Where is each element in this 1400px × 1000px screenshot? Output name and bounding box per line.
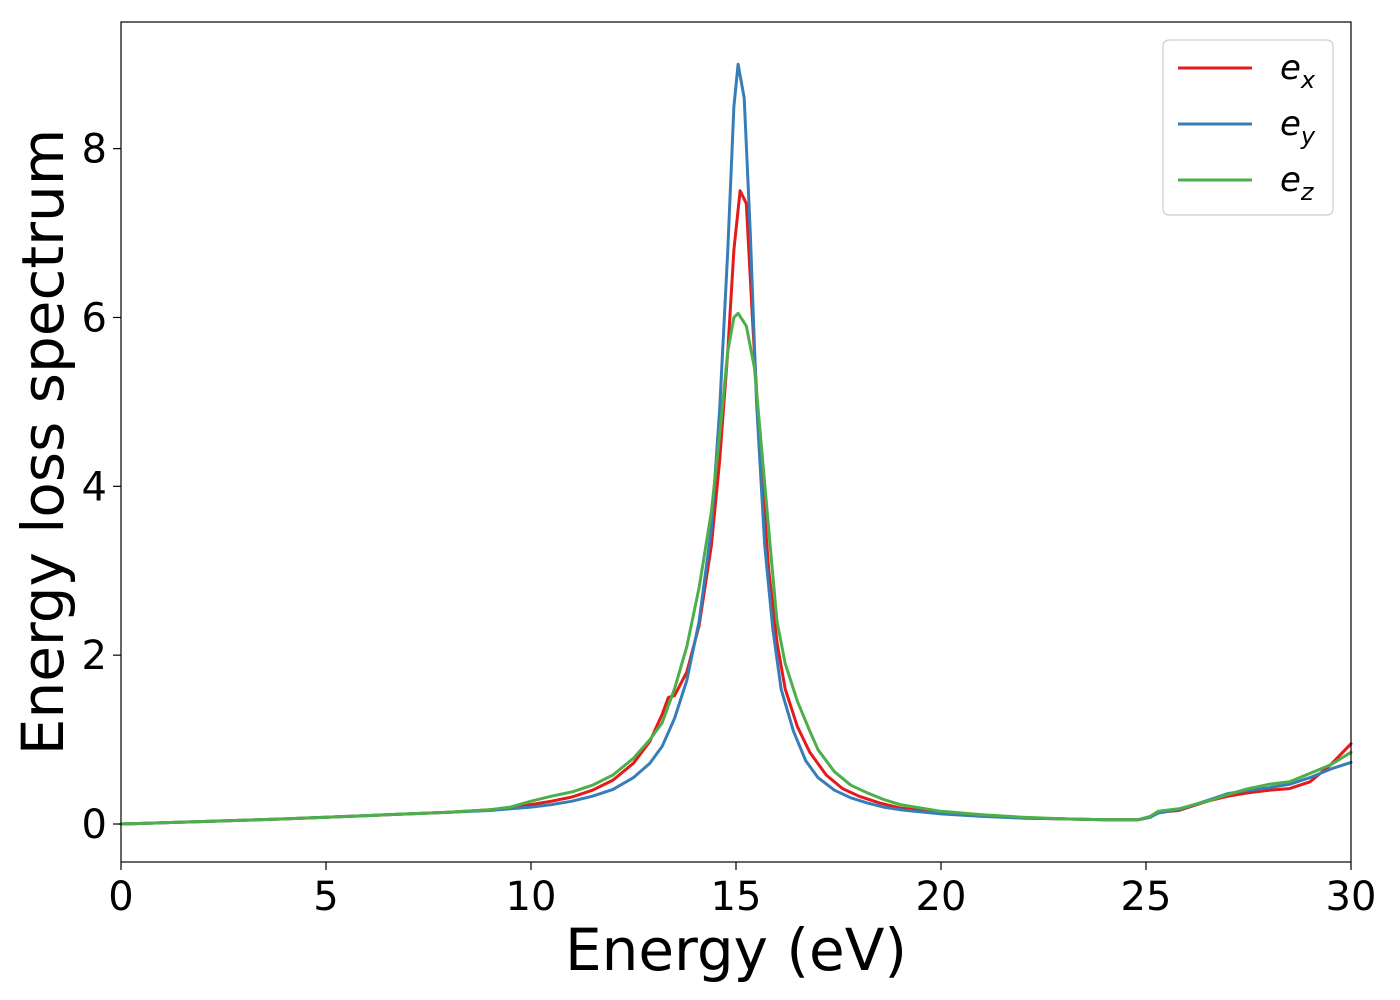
y-tick-label: 4 xyxy=(82,464,107,510)
x-tick-label: 25 xyxy=(1121,874,1172,920)
x-tick-label: 10 xyxy=(506,874,557,920)
x-tick-label: 5 xyxy=(313,874,338,920)
series-line-e-z xyxy=(119,311,1353,826)
x-tick-label: 0 xyxy=(108,874,133,920)
y-tick-label: 8 xyxy=(82,127,107,173)
y-tick-label: 6 xyxy=(82,295,107,341)
x-tick-label: 15 xyxy=(711,874,762,920)
x-axis-title: Energy (eV) xyxy=(565,916,907,984)
legend-box xyxy=(1162,39,1334,216)
x-tick-label: 20 xyxy=(916,874,967,920)
y-tick-label: 0 xyxy=(82,802,107,848)
plot-background xyxy=(121,22,1351,862)
y-tick-label: 2 xyxy=(82,633,107,679)
x-tick-label: 30 xyxy=(1326,874,1377,920)
x-axis-ticks: 0 5 10 15 20 25 30 xyxy=(108,862,1376,920)
series-layer xyxy=(119,62,1353,826)
y-axis-ticks: 0 2 4 6 8 xyxy=(82,127,121,848)
y-axis-title: Energy loss spectrum xyxy=(9,129,77,755)
